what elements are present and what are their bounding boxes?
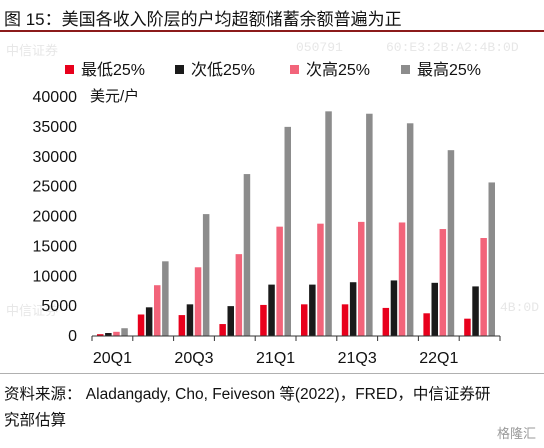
x-tick-label: 21Q3	[338, 350, 377, 367]
legend-swatch	[290, 65, 299, 74]
bar	[202, 214, 210, 336]
publisher-logo: 格隆汇	[496, 426, 536, 441]
bar	[219, 324, 226, 336]
bar	[390, 280, 398, 336]
bar	[447, 150, 455, 336]
y-tick-label: 10000	[33, 268, 78, 285]
bar	[194, 267, 202, 336]
y-axis-label: 美元/户	[90, 88, 139, 105]
bar	[162, 261, 169, 336]
bar	[317, 223, 324, 336]
figure-title: 图 15：美国各收入阶层的户均超额储蓄余额普遍为正	[4, 10, 402, 29]
bar	[480, 238, 487, 336]
y-tick-label: 5000	[41, 298, 77, 315]
title-rule	[0, 30, 544, 32]
bar	[105, 333, 112, 336]
bar	[423, 313, 430, 336]
bar	[488, 182, 495, 336]
bar	[121, 328, 128, 336]
watermark-text: 中信证券	[6, 44, 59, 59]
x-tick-label: 22Q1	[419, 350, 458, 367]
legend-swatch	[401, 65, 410, 74]
y-tick-label: 35000	[33, 119, 78, 136]
bar	[472, 286, 479, 336]
bar	[97, 334, 104, 336]
legend-label: 次低25%	[191, 61, 255, 79]
bar	[113, 331, 120, 336]
bar	[341, 304, 349, 336]
y-axis-ticks: 0 5000 10000 15000 20000 25000 30000 35000 40000	[33, 89, 78, 345]
bar	[358, 221, 365, 336]
bar	[276, 226, 283, 336]
x-tick-label: 20Q3	[174, 350, 213, 367]
y-tick-label: 15000	[33, 238, 78, 255]
legend-swatch	[175, 65, 184, 74]
legend-label: 最低25%	[81, 61, 145, 79]
bar	[309, 284, 316, 336]
y-tick-label: 40000	[33, 89, 78, 106]
y-tick-label: 30000	[33, 149, 78, 166]
bar	[406, 123, 414, 336]
bars	[97, 111, 495, 336]
legend-swatch	[65, 65, 74, 74]
chart-legend: 最低25% 次低25% 次高25% 最高25%	[65, 61, 481, 79]
bar	[235, 254, 243, 336]
bar	[186, 304, 194, 336]
source-rule	[0, 373, 544, 374]
bar	[431, 282, 438, 336]
bar	[227, 306, 234, 336]
bar	[464, 318, 471, 336]
bar	[268, 284, 275, 336]
source-note: 资料来源： Aladangady, Cho, Feiveson 等(2022)，…	[4, 386, 491, 429]
bar	[137, 314, 145, 336]
legend-label: 最高25%	[417, 61, 481, 79]
bar	[382, 307, 390, 336]
bar	[349, 282, 357, 336]
bar	[284, 126, 291, 336]
bar	[325, 111, 332, 336]
bar	[243, 174, 251, 336]
bar	[145, 307, 153, 336]
legend-label: 次高25%	[306, 61, 370, 79]
bar	[439, 229, 447, 336]
bar	[178, 315, 186, 336]
bar	[366, 113, 373, 336]
x-tick-label: 20Q1	[93, 350, 132, 367]
x-axis-ticks: 20Q1 20Q3 21Q1 21Q3 22Q1	[91, 336, 501, 367]
y-tick-label: 20000	[33, 209, 78, 226]
bar	[260, 304, 267, 336]
watermark-text: 60:E3:2B:A2:4B:0D	[386, 40, 519, 55]
bar	[154, 285, 161, 336]
bar	[398, 222, 406, 336]
x-tick-label: 21Q1	[256, 350, 295, 367]
watermark-text: 中信证券	[6, 304, 59, 319]
y-tick-label: 25000	[33, 179, 78, 196]
y-tick-label: 0	[68, 328, 77, 345]
watermark-text: 4B:0D	[500, 300, 540, 315]
watermark-text: 050791	[296, 40, 343, 55]
bar-chart: 最低25% 次低25% 次高25% 最高25% 美元/户 0 5000 10000 1500…	[33, 61, 501, 367]
bar	[301, 304, 308, 336]
